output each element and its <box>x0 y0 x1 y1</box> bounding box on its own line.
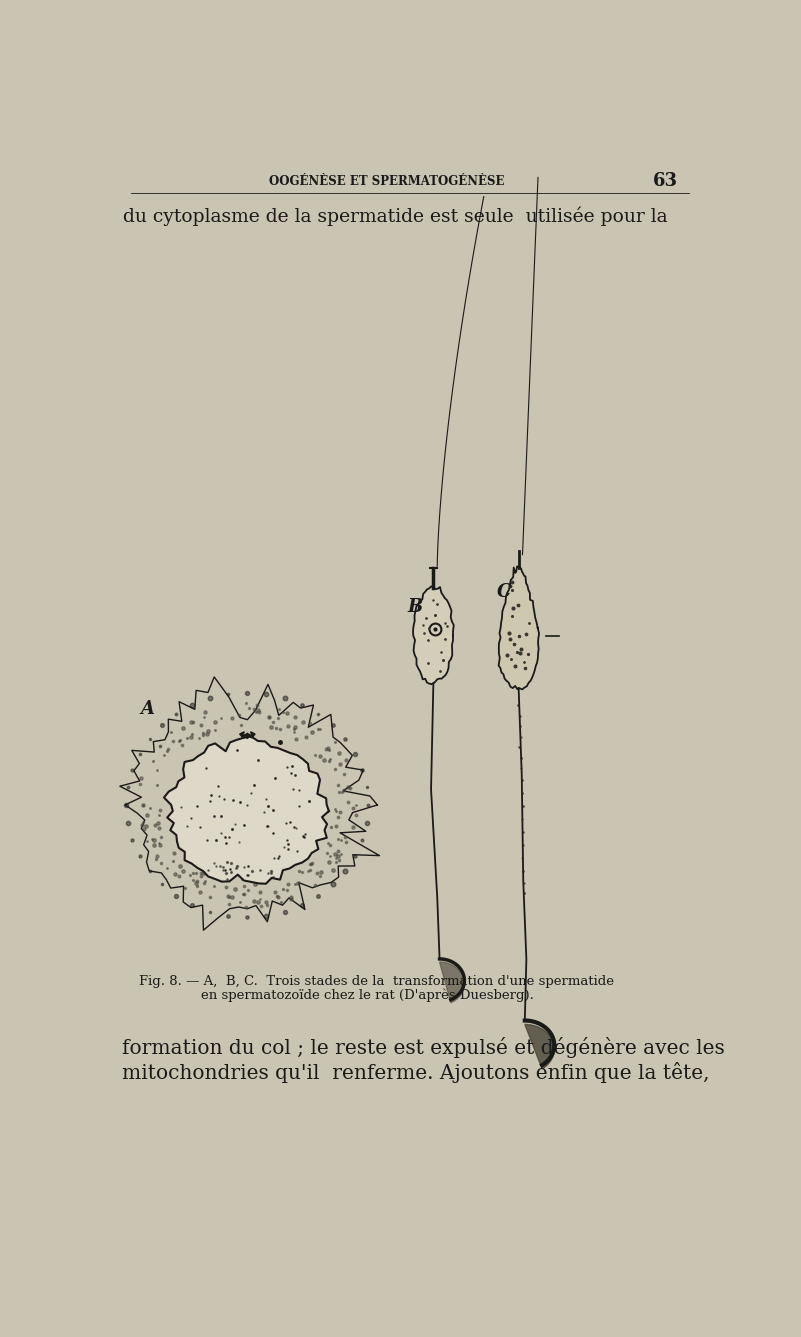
Text: 63: 63 <box>654 172 678 190</box>
Polygon shape <box>164 737 329 884</box>
Text: en spermatozoïde chez le rat (D'après Duesberg).: en spermatozoïde chez le rat (D'après Du… <box>201 988 533 1001</box>
Text: OOGÉNÈSE ET SPERMATOGÉNÈSE: OOGÉNÈSE ET SPERMATOGÉNÈSE <box>269 175 505 187</box>
Text: mitochondries qu'il  renferme. Ajoutons enfin que la tête,: mitochondries qu'il renferme. Ajoutons e… <box>122 1062 710 1083</box>
Text: C: C <box>497 583 511 602</box>
Polygon shape <box>440 963 465 1003</box>
Text: A: A <box>140 701 155 718</box>
Text: formation du col ; le reste est expulsé et dégénère avec les: formation du col ; le reste est expulsé … <box>122 1038 725 1058</box>
Polygon shape <box>413 587 454 685</box>
Text: du cytoplasme de la spermatide est seule  utilisée pour la: du cytoplasme de la spermatide est seule… <box>123 206 668 226</box>
Text: B: B <box>407 599 422 616</box>
Polygon shape <box>525 1024 554 1070</box>
Polygon shape <box>498 567 539 690</box>
Polygon shape <box>239 731 256 739</box>
Text: Fig. 8. — A,  B, C.  Trois stades de la  transformation d'une spermatide: Fig. 8. — A, B, C. Trois stades de la tr… <box>139 975 614 988</box>
